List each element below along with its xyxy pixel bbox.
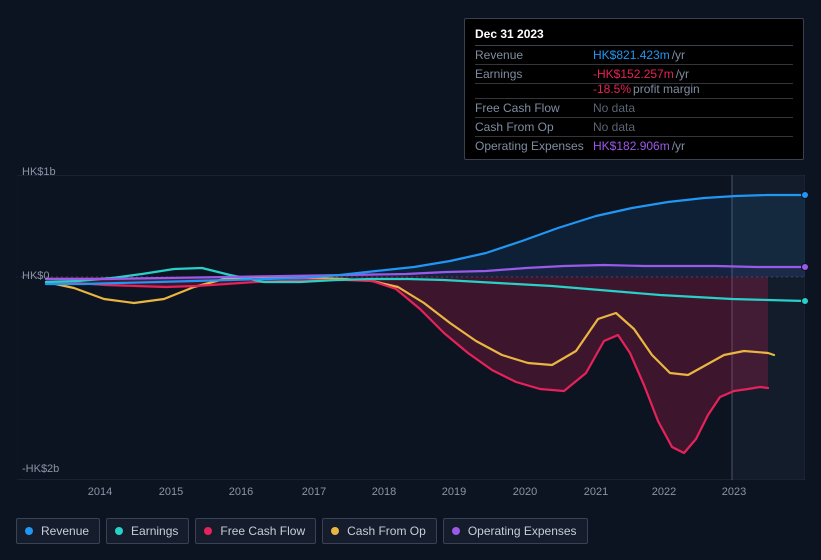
legend-item-opex[interactable]: Operating Expenses: [443, 518, 588, 544]
legend-label: Revenue: [41, 524, 89, 538]
tooltip-label: Revenue: [475, 48, 593, 62]
end-dot-earnings: [801, 297, 809, 305]
y-axis-label: HK$1b: [22, 166, 56, 178]
legend-label: Cash From Op: [347, 524, 426, 538]
legend-item-earnings[interactable]: Earnings: [106, 518, 189, 544]
tooltip-date: Dec 31 2023: [475, 25, 793, 46]
legend-item-fcf[interactable]: Free Cash Flow: [195, 518, 316, 544]
legend-swatch-icon: [25, 527, 33, 535]
legend: Revenue Earnings Free Cash Flow Cash From O…: [16, 518, 588, 544]
tooltip-label: Earnings: [475, 67, 593, 81]
x-axis-label: 2019: [442, 486, 466, 498]
tooltip-subvalue: -18.5%: [593, 82, 631, 96]
y-axis-label: HK$0: [22, 270, 50, 282]
tooltip-row: Operating ExpensesHK$182.906m /yr: [475, 137, 793, 155]
legend-item-cashop[interactable]: Cash From Op: [322, 518, 437, 544]
legend-swatch-icon: [115, 527, 123, 535]
tooltip-row: Cash From OpNo data: [475, 118, 793, 137]
tooltip-nodata: No data: [593, 120, 635, 134]
x-axis-label: 2018: [372, 486, 396, 498]
x-axis-label: 2021: [584, 486, 608, 498]
x-axis-label: 2017: [302, 486, 326, 498]
legend-label: Free Cash Flow: [220, 524, 305, 538]
x-axis-label: 2016: [229, 486, 253, 498]
legend-swatch-icon: [204, 527, 212, 535]
tooltip-nodata: No data: [593, 101, 635, 115]
tooltip-suffix: /yr: [672, 48, 685, 62]
tooltip-panel: Dec 31 2023RevenueHK$821.423m /yrEarning…: [464, 18, 804, 160]
tooltip-label: Cash From Op: [475, 120, 593, 134]
tooltip-value: HK$821.423m: [593, 48, 670, 62]
x-axis-label: 2023: [722, 486, 746, 498]
tooltip-subrow: -18.5% profit margin: [475, 82, 793, 99]
tooltip-suffix: /yr: [672, 139, 685, 153]
legend-item-revenue[interactable]: Revenue: [16, 518, 100, 544]
legend-swatch-icon: [452, 527, 460, 535]
x-axis-label: 2022: [652, 486, 676, 498]
x-axis-label: 2014: [88, 486, 112, 498]
tooltip-subsuffix: profit margin: [633, 82, 700, 96]
tooltip-row: RevenueHK$821.423m /yr: [475, 46, 793, 65]
tooltip-value: HK$182.906m: [593, 139, 670, 153]
tooltip-value: -HK$152.257m: [593, 67, 674, 81]
tooltip-label: Operating Expenses: [475, 139, 593, 153]
x-axis-label: 2015: [159, 486, 183, 498]
legend-label: Earnings: [131, 524, 178, 538]
y-axis-label: -HK$2b: [22, 463, 59, 475]
end-dot-opex: [801, 263, 809, 271]
legend-label: Operating Expenses: [468, 524, 577, 538]
tooltip-row: Free Cash FlowNo data: [475, 99, 793, 118]
tooltip-suffix: /yr: [676, 67, 689, 81]
x-axis-label: 2020: [513, 486, 537, 498]
end-dot-revenue: [801, 191, 809, 199]
financials-chart[interactable]: [16, 175, 805, 480]
legend-swatch-icon: [331, 527, 339, 535]
tooltip-label: Free Cash Flow: [475, 101, 593, 115]
